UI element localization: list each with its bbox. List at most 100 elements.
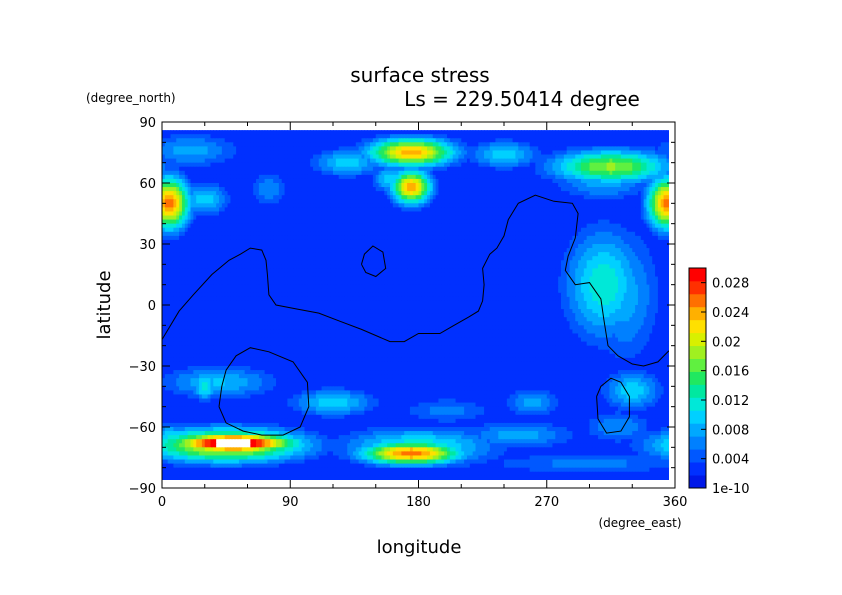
heatmap-cell: [404, 187, 408, 192]
heatmap-cell: [523, 215, 528, 221]
heatmap-cell: [461, 134, 465, 139]
heatmap-cell: [569, 154, 573, 160]
heatmap-cell: [162, 162, 166, 168]
heatmap-cell: [444, 138, 448, 143]
heatmap-cell: [427, 211, 431, 217]
heatmap-cell: [461, 187, 465, 192]
heatmap-cell: [432, 207, 437, 213]
heatmap-cell: [327, 134, 331, 139]
heatmap-cell: [549, 203, 554, 208]
heatmap-cell: [236, 130, 240, 135]
heatmap-cell: [301, 178, 306, 184]
heatmap-cell: [253, 142, 257, 147]
heatmap-cell: [592, 203, 596, 208]
heatmap-cell: [600, 183, 605, 188]
heatmap-cell: [196, 166, 200, 172]
heatmap-cell: [162, 130, 166, 135]
heatmap-cell: [204, 158, 209, 164]
heatmap-cell: [501, 146, 505, 152]
heatmap-cell: [284, 146, 288, 152]
heatmap-cell: [532, 223, 536, 229]
heatmap-cell: [204, 195, 209, 200]
heatmap-cell: [204, 170, 209, 176]
heatmap-cell: [210, 199, 214, 204]
heatmap-cell: [412, 191, 417, 196]
heatmap-cell: [504, 223, 508, 229]
heatmap-cell: [569, 170, 573, 176]
heatmap-cell: [606, 207, 611, 213]
heatmap-cell: [526, 215, 531, 221]
heatmap-cell: [637, 166, 642, 172]
heatmap-cell: [646, 130, 650, 135]
heatmap-cell: [478, 191, 482, 196]
heatmap-cell: [501, 183, 505, 188]
heatmap-cell: [221, 215, 226, 221]
heatmap-cell: [501, 223, 505, 229]
heatmap-cell: [338, 166, 343, 172]
heatmap-cell: [444, 178, 448, 184]
heatmap-cell: [615, 166, 619, 172]
heatmap-cell: [207, 166, 212, 172]
heatmap-cell: [495, 130, 499, 135]
heatmap-cell: [441, 130, 445, 135]
heatmap-cell: [164, 158, 169, 164]
heatmap-cell: [204, 142, 209, 147]
heatmap-cell: [626, 166, 630, 172]
heatmap-cell: [375, 187, 380, 192]
heatmap-cell: [583, 203, 588, 208]
heatmap-cell: [401, 146, 405, 152]
heatmap-cell: [227, 195, 231, 200]
heatmap-cell: [529, 158, 534, 164]
heatmap-cell: [458, 178, 462, 184]
heatmap-cell: [435, 158, 440, 164]
heatmap-cell: [558, 207, 562, 213]
heatmap-cell: [418, 203, 422, 208]
heatmap-cell: [318, 162, 323, 168]
heatmap-cell: [295, 211, 300, 217]
heatmap-cell: [492, 134, 497, 139]
heatmap-cell: [632, 154, 636, 160]
heatmap-cell: [512, 227, 516, 233]
heatmap-cell: [649, 187, 653, 192]
heatmap-cell: [335, 138, 340, 143]
heatmap-cell: [441, 191, 445, 196]
heatmap-cell: [398, 183, 402, 188]
heatmap-cell: [384, 227, 388, 233]
heatmap-cell: [392, 178, 397, 184]
heatmap-cell: [555, 178, 559, 184]
heatmap-cell: [250, 219, 254, 225]
heatmap-cell: [618, 219, 622, 225]
heatmap-cell: [250, 130, 254, 135]
heatmap-cell: [586, 134, 591, 139]
heatmap-cell: [387, 183, 391, 188]
heatmap-cell: [600, 130, 605, 135]
heatmap-cell: [444, 235, 448, 241]
heatmap-cell: [666, 187, 669, 192]
heatmap-cell: [190, 158, 194, 164]
heatmap-cell: [580, 223, 585, 229]
heatmap-cell: [304, 207, 308, 213]
heatmap-cell: [390, 191, 394, 196]
heatmap-cell: [466, 174, 471, 180]
heatmap-cell: [469, 138, 474, 143]
heatmap-cell: [532, 203, 536, 208]
heatmap-cell: [352, 191, 357, 196]
heatmap-cell: [381, 158, 385, 164]
heatmap-cell: [173, 134, 177, 139]
heatmap-cell: [398, 150, 402, 156]
heatmap-cell: [318, 138, 323, 143]
heatmap-cell: [261, 183, 266, 188]
heatmap-cell: [623, 162, 628, 168]
heatmap-cell: [532, 207, 536, 213]
heatmap-cell: [492, 215, 497, 221]
heatmap-cell: [515, 170, 519, 176]
heatmap-cell: [592, 170, 596, 176]
heatmap-cell: [543, 166, 548, 172]
heatmap-cell: [179, 158, 183, 164]
heatmap-cell: [652, 231, 656, 237]
heatmap-cell: [401, 138, 405, 143]
heatmap-cell: [293, 231, 297, 237]
heatmap-cell: [606, 174, 611, 180]
heatmap-cell: [190, 203, 194, 208]
heatmap-cell: [221, 235, 226, 241]
